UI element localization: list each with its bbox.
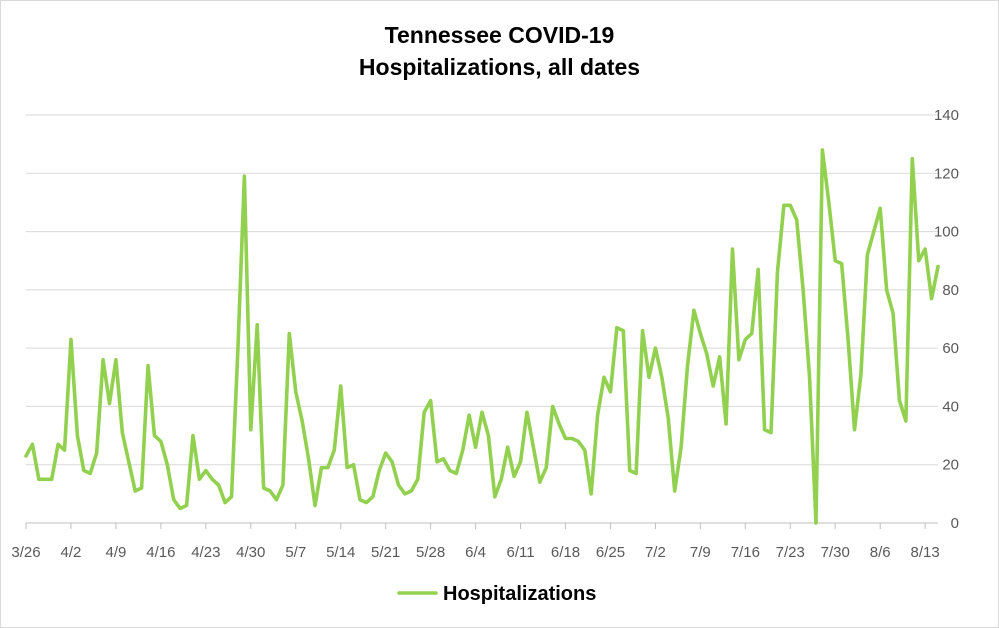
- x-axis: 3/26 4/2 4/9 4/16 4/23 4/30 5/7 5/14 5/21 5/28 6/4…: [11, 522, 940, 561]
- legend: Hospitalizations: [397, 583, 596, 605]
- x-tick-label: 6/4: [465, 544, 486, 561]
- legend-label: Hospitalizations: [443, 583, 596, 605]
- y-tick-label: 120: [934, 165, 959, 182]
- plot-area: [24, 148, 940, 525]
- x-tick-label: 7/23: [776, 544, 805, 561]
- x-tick-label: 6/25: [596, 544, 625, 561]
- chart-title: Tennessee COVID-19: [384, 22, 615, 48]
- x-tick-label: 7/2: [645, 544, 666, 561]
- x-tick-label: 6/18: [551, 544, 580, 561]
- x-tick-label: 4/2: [61, 544, 82, 561]
- y-axis: 0 20 40 60 80 100 120 140: [934, 107, 959, 532]
- x-tick-label: 7/30: [821, 544, 850, 561]
- x-tick-label: 7/16: [731, 544, 760, 561]
- y-tick-label: 40: [942, 398, 959, 415]
- chart-title-block: Tennessee COVID-19 Hospitalizations, all…: [1, 19, 998, 83]
- y-tick-label: 20: [942, 457, 959, 474]
- x-tick-label: 4/23: [191, 544, 220, 561]
- x-tick-label: 4/16: [146, 544, 175, 561]
- y-tick-label: 80: [942, 282, 959, 299]
- y-tick-label: 0: [951, 515, 959, 532]
- y-tick-label: 60: [942, 340, 959, 357]
- gridlines: [26, 114, 938, 466]
- chart-subtitle: Hospitalizations, all dates: [358, 54, 641, 80]
- x-tick-label: 5/21: [371, 544, 400, 561]
- x-tick-label: 6/11: [506, 544, 534, 561]
- x-tick-label: 5/28: [416, 544, 445, 561]
- series-line-hospitalizations: [24, 148, 940, 525]
- y-tick-label: 100: [934, 224, 959, 241]
- x-tick-label: 4/9: [105, 544, 126, 561]
- x-tick-label: 4/30: [236, 544, 265, 561]
- x-tick-label: 5/14: [326, 544, 355, 561]
- y-tick-label: 140: [934, 107, 959, 124]
- x-tick-label: 7/9: [690, 544, 711, 561]
- x-tick-label: 5/7: [285, 544, 306, 561]
- x-tick-label: 8/6: [870, 544, 891, 561]
- x-tick-label: 8/13: [911, 544, 940, 561]
- x-tick-label: 3/26: [11, 544, 40, 561]
